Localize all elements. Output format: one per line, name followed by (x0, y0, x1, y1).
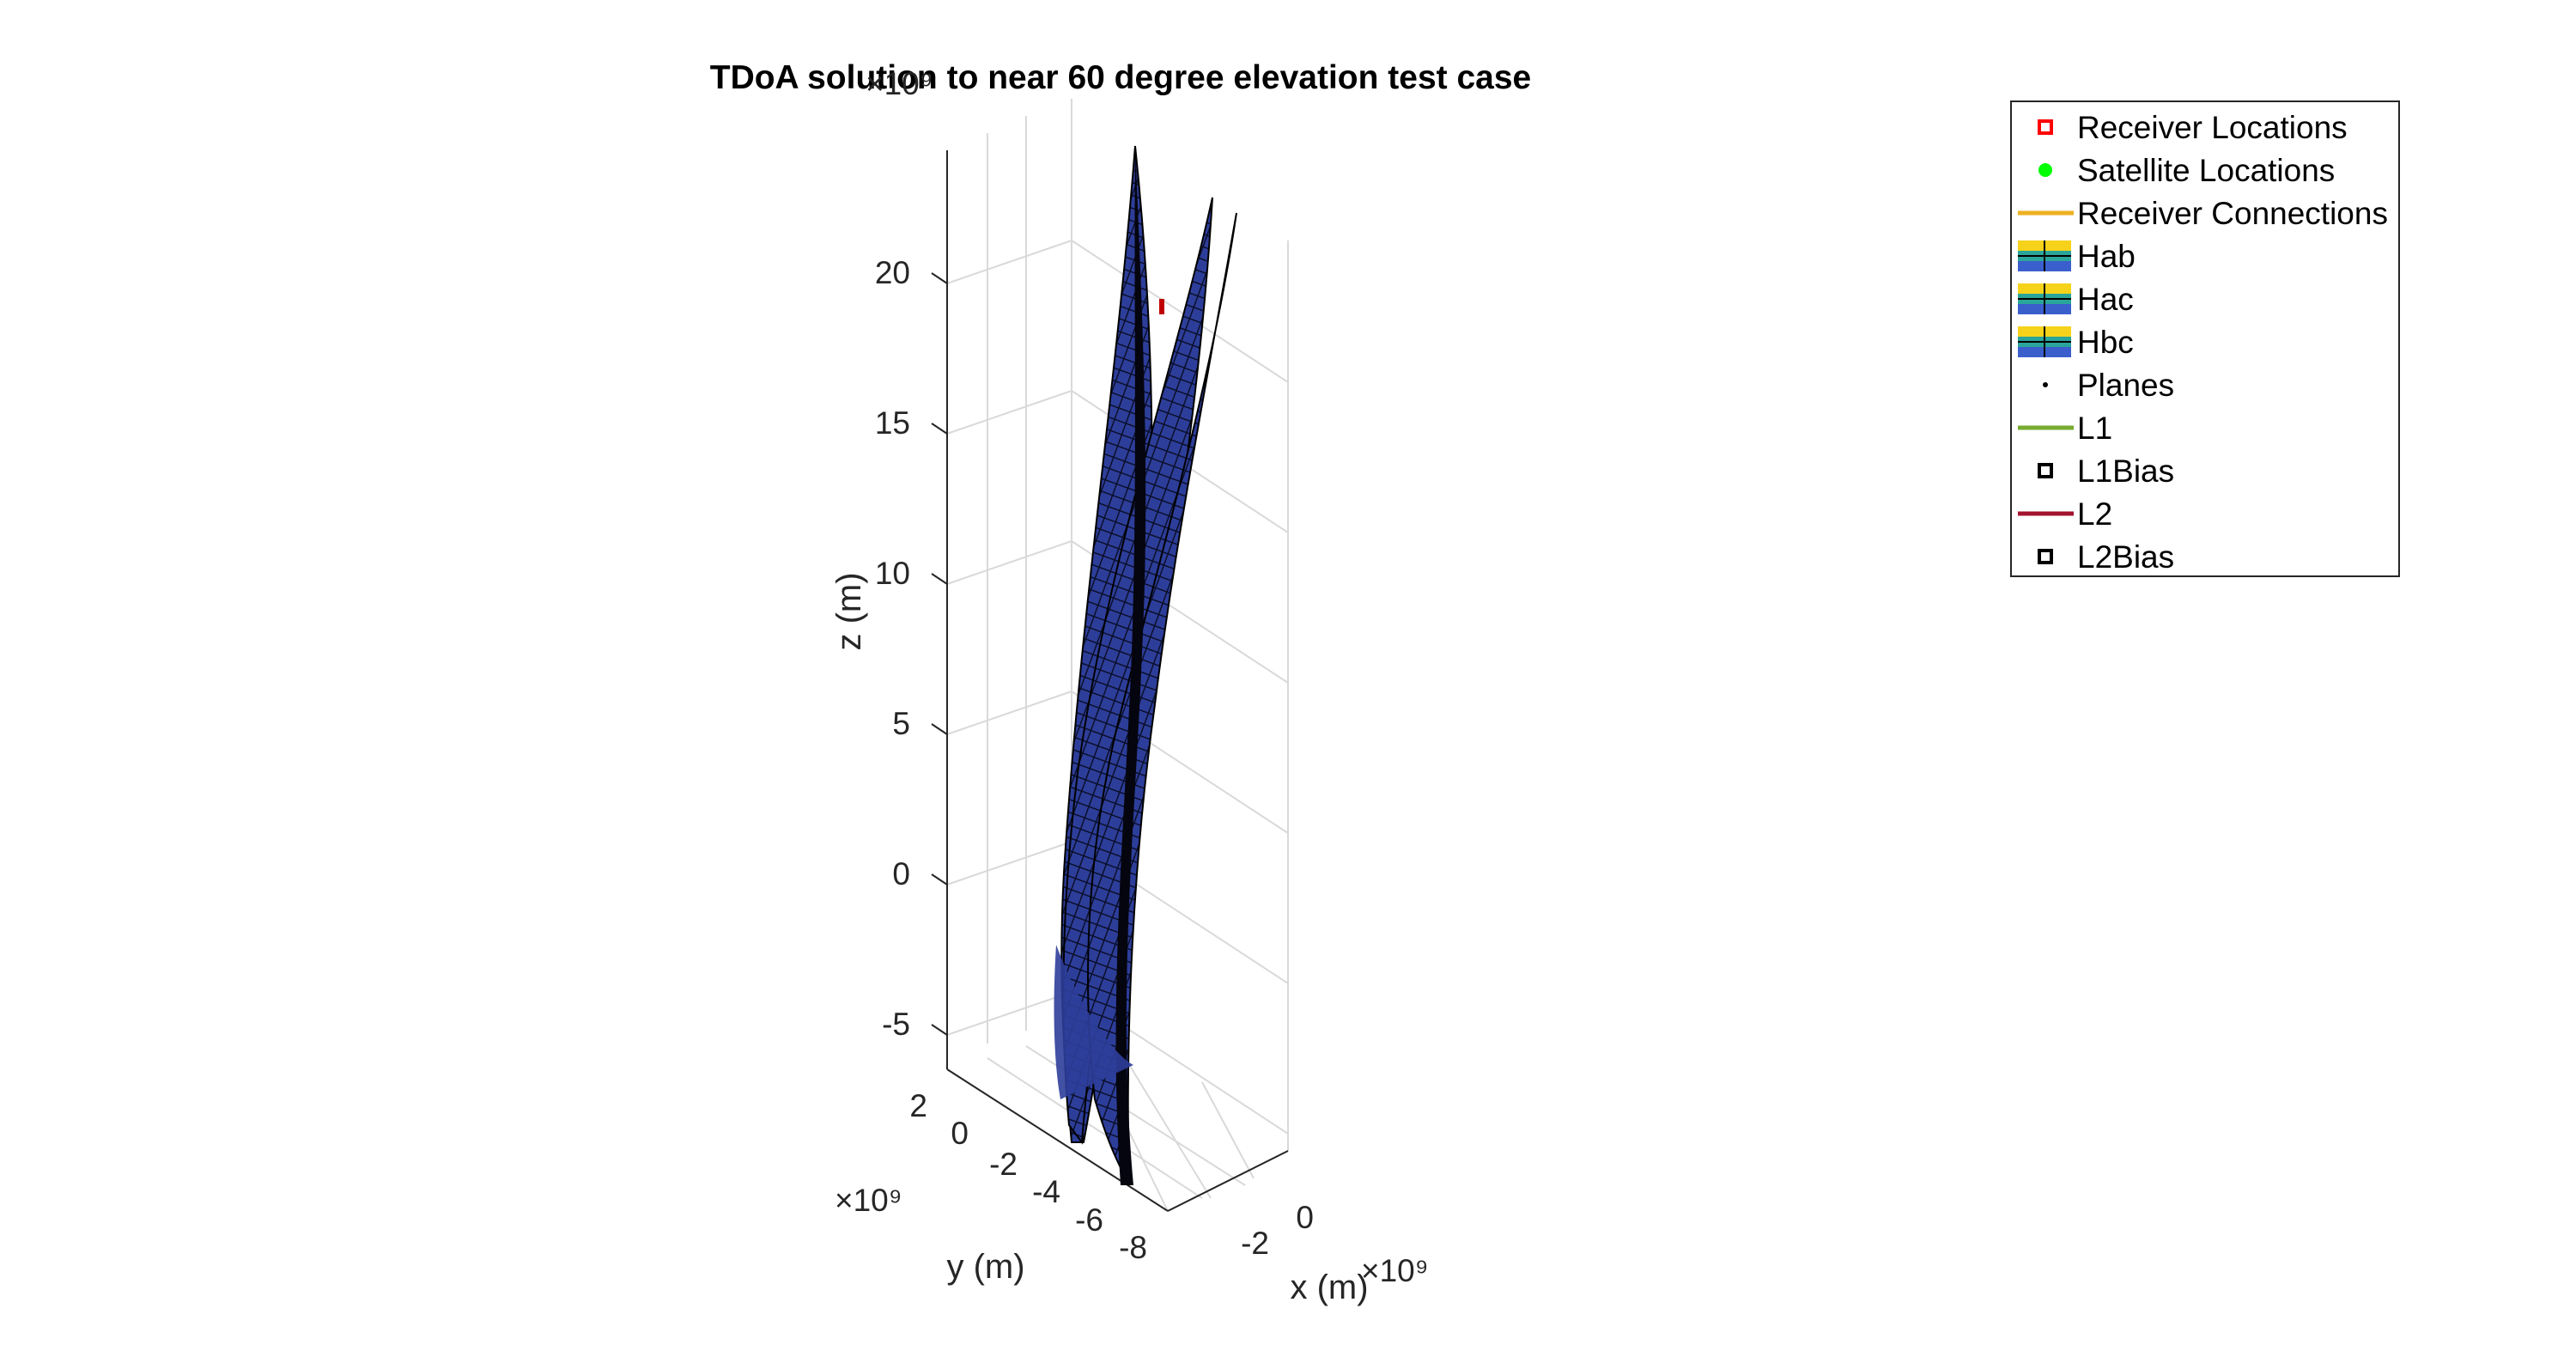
legend-label: L2Bias (2077, 539, 2174, 575)
legend-entry: Hbc (2018, 325, 2134, 360)
y-tick-label: -8 (1119, 1230, 1147, 1265)
legend-marker (2038, 549, 2053, 564)
y-ticks: 2 0 -2 -4 -6 -8 (909, 1088, 1147, 1265)
surface-blue-flank (1054, 945, 1133, 1099)
surface-edge (1115, 146, 1146, 1185)
legend-marker (2038, 119, 2053, 135)
y-axis-label: y (m) (946, 1248, 1024, 1286)
legend-marker (2018, 240, 2071, 271)
legend-label: L1 (2077, 411, 2112, 446)
z-axis-label: z (m) (830, 572, 868, 650)
legend-entry: L2 (2018, 496, 2112, 532)
legend-label: Receiver Connections (2077, 196, 2388, 231)
legend-entry: Satellite Locations (2038, 153, 2335, 188)
legend-label: Hac (2077, 282, 2134, 317)
x-ticks: -2 0 (1241, 1200, 1314, 1261)
legend-label: Hab (2077, 239, 2136, 274)
legend-entry: Planes (2043, 368, 2174, 403)
legend-marker (2018, 326, 2071, 357)
x-tick-label: 0 (1296, 1200, 1314, 1235)
y-tick-label: -6 (1075, 1202, 1103, 1238)
y-exponent: ×10⁹ (835, 1183, 902, 1218)
legend-entry: Hac (2018, 282, 2134, 317)
z-tick-label: 5 (892, 706, 910, 741)
legend-label: L2 (2077, 496, 2112, 532)
y-tick-label: -2 (989, 1147, 1018, 1182)
legend-label: Planes (2077, 368, 2174, 403)
receiver-location-marker (1159, 299, 1164, 314)
legend-marker (2038, 463, 2053, 478)
z-tick-label: 15 (875, 405, 910, 441)
axis-lines (946, 150, 1289, 1212)
z-exponent: ×10⁹ (866, 66, 933, 101)
x-exponent: ×10⁹ (1361, 1253, 1429, 1288)
legend: Receiver Locations Satellite Locations Rec… (2010, 100, 2400, 577)
y-tick-label: 2 (909, 1088, 927, 1123)
legend-entry: Hab (2018, 239, 2136, 274)
legend-entry: Receiver Locations (2038, 110, 2348, 145)
legend-marker (2043, 382, 2048, 387)
chart-title: TDoA solution to near 60 degree elevatio… (710, 59, 1532, 96)
legend-label: Satellite Locations (2077, 153, 2335, 188)
z-ticks: 20 15 10 5 0 -5 (875, 255, 948, 1042)
legend-entry: L1 (2018, 411, 2112, 446)
legend-marker (2038, 163, 2052, 177)
legend-marker (2018, 283, 2071, 314)
x-axis-label: x (m) (1290, 1269, 1368, 1306)
legend-entry: L2Bias (2038, 539, 2174, 575)
z-tick-label: -5 (882, 1007, 910, 1042)
z-tick-label: 20 (875, 255, 910, 290)
surfaces (1054, 145, 1237, 1186)
legend-label: L1Bias (2077, 453, 2174, 489)
y-tick-label: 0 (951, 1116, 969, 1151)
y-tick-label: -4 (1032, 1174, 1060, 1209)
x-tick-label: -2 (1241, 1226, 1269, 1261)
legend-label: Receiver Locations (2077, 110, 2348, 145)
legend-entry: Receiver Connections (2018, 196, 2388, 231)
z-tick-label: 0 (892, 856, 910, 892)
legend-label: Hbc (2077, 325, 2134, 360)
z-tick-label: 10 (875, 556, 910, 591)
legend-entry: L1Bias (2038, 453, 2174, 489)
